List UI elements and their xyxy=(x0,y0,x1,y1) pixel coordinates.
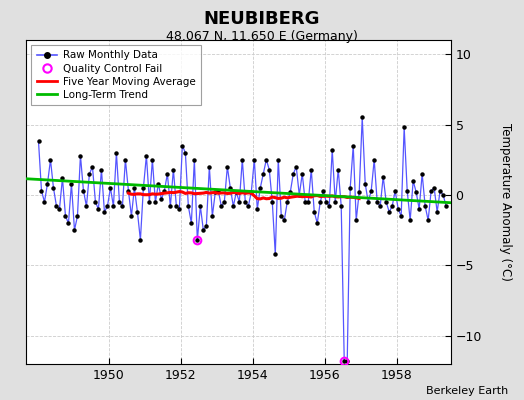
Text: Berkeley Earth: Berkeley Earth xyxy=(426,386,508,396)
Y-axis label: Temperature Anomaly (°C): Temperature Anomaly (°C) xyxy=(498,123,511,281)
Text: NEUBIBERG: NEUBIBERG xyxy=(204,10,320,28)
Legend: Raw Monthly Data, Quality Control Fail, Five Year Moving Average, Long-Term Tren: Raw Monthly Data, Quality Control Fail, … xyxy=(31,45,201,105)
Text: 48.067 N, 11.650 E (Germany): 48.067 N, 11.650 E (Germany) xyxy=(166,30,358,43)
